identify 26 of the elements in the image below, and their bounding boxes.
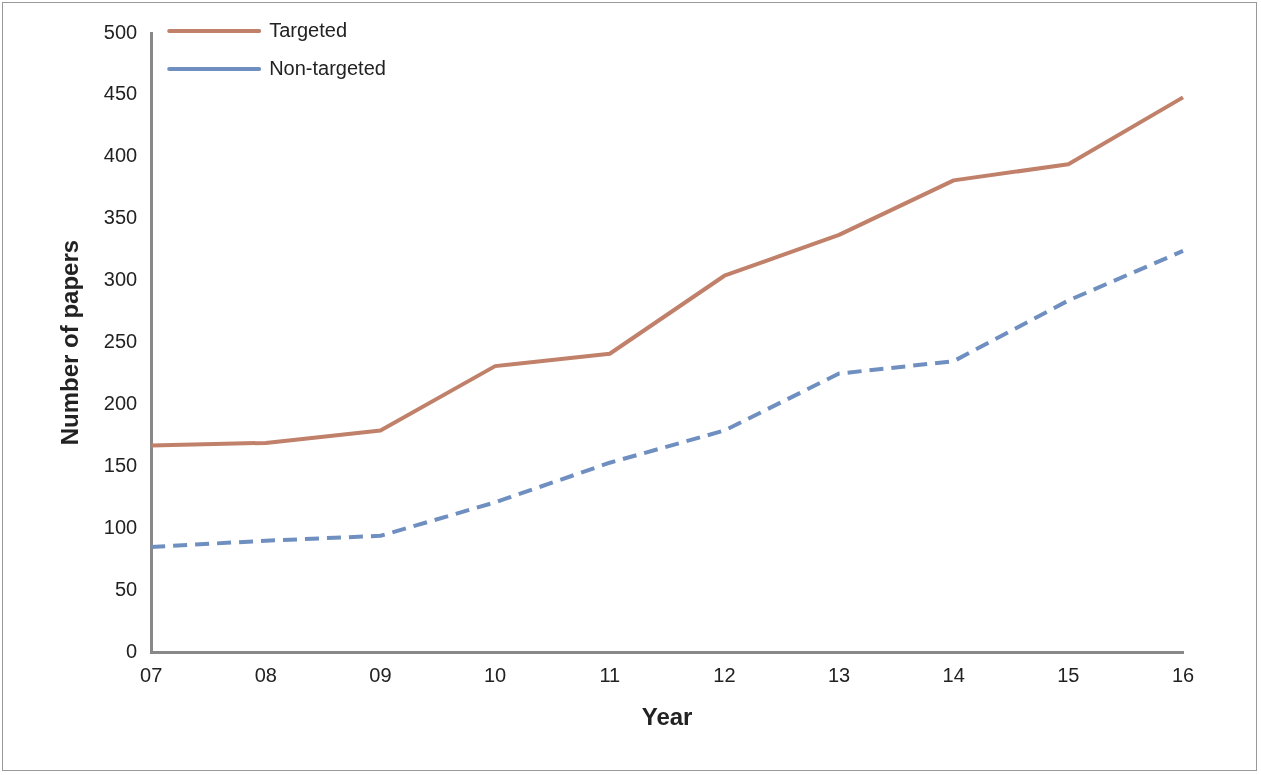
y-tick-label: 250 — [103, 330, 138, 353]
x-axis-title: Year — [641, 703, 693, 731]
y-tick-label: 200 — [103, 392, 138, 415]
x-tick-label: 11 — [599, 663, 621, 686]
x-tick-label: 16 — [1171, 663, 1195, 686]
x-tick-label: 13 — [827, 663, 851, 686]
x-tick-label: 10 — [483, 663, 507, 686]
y-tick-label: 0 — [126, 639, 138, 662]
x-tick-label: 12 — [713, 663, 736, 686]
y-tick-label: 50 — [114, 577, 138, 600]
y-axis-title: Number of papers — [56, 239, 84, 446]
legend-label: Targeted — [269, 18, 348, 41]
x-tick-label: 15 — [1057, 663, 1080, 686]
x-tick-label: 09 — [369, 663, 392, 686]
legend-label: Non-targeted — [269, 56, 386, 79]
y-tick-label: 150 — [103, 453, 138, 476]
y-tick-label: 500 — [103, 20, 138, 43]
x-tick-label: 14 — [942, 663, 965, 686]
x-tick-label: 08 — [254, 663, 277, 686]
y-tick-label: 100 — [103, 515, 138, 538]
y-tick-label: 450 — [103, 82, 138, 105]
line-series — [149, 248, 1185, 549]
y-tick-label: 350 — [103, 206, 138, 229]
y-tick-label: 300 — [103, 268, 138, 291]
y-tick-label: 400 — [103, 144, 138, 167]
x-tick-label: 07 — [140, 663, 163, 686]
